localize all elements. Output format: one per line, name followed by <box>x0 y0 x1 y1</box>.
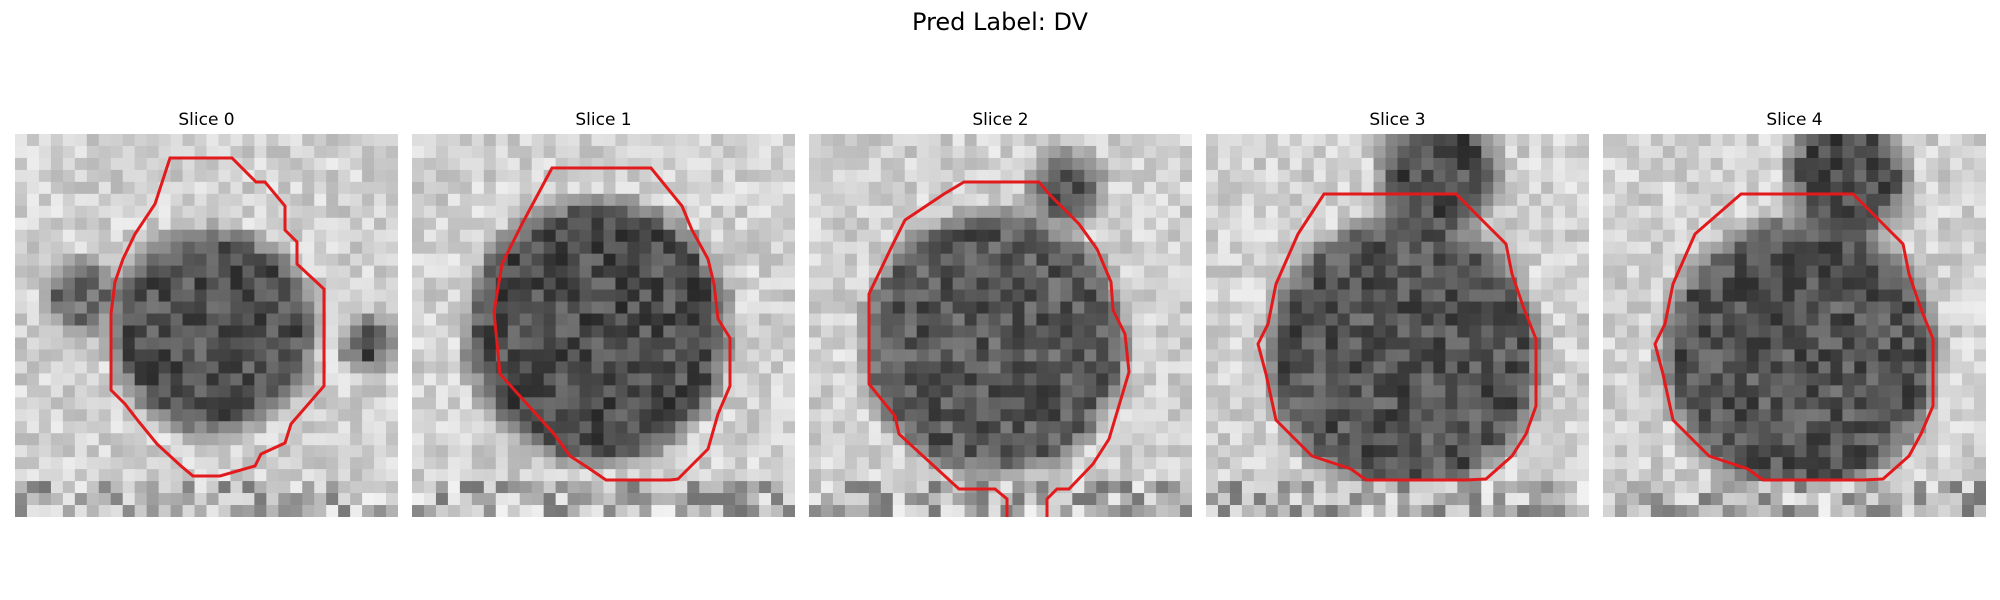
slice-image <box>1206 134 1589 517</box>
figure-title: Pred Label: DV <box>912 8 1088 36</box>
slice-pixels <box>15 134 398 517</box>
slice-image <box>1603 134 1986 517</box>
slice-image <box>15 134 398 517</box>
slice-title: Slice 0 <box>178 110 235 130</box>
slice-image <box>809 134 1192 517</box>
segmentation-contour <box>1256 192 1538 482</box>
segmentation-contour <box>492 166 732 482</box>
slice-pixels <box>809 134 1192 517</box>
slice-title: Slice 3 <box>1369 110 1426 130</box>
slice-title: Slice 4 <box>1766 110 1823 130</box>
slice-title: Slice 1 <box>575 110 632 130</box>
slice-pixels <box>412 134 795 517</box>
slice-title: Slice 2 <box>972 110 1029 130</box>
segmentation-contour <box>867 180 1131 517</box>
slice-image <box>412 134 795 517</box>
segmentation-contour <box>1653 192 1935 482</box>
segmentation-contour <box>109 156 326 478</box>
